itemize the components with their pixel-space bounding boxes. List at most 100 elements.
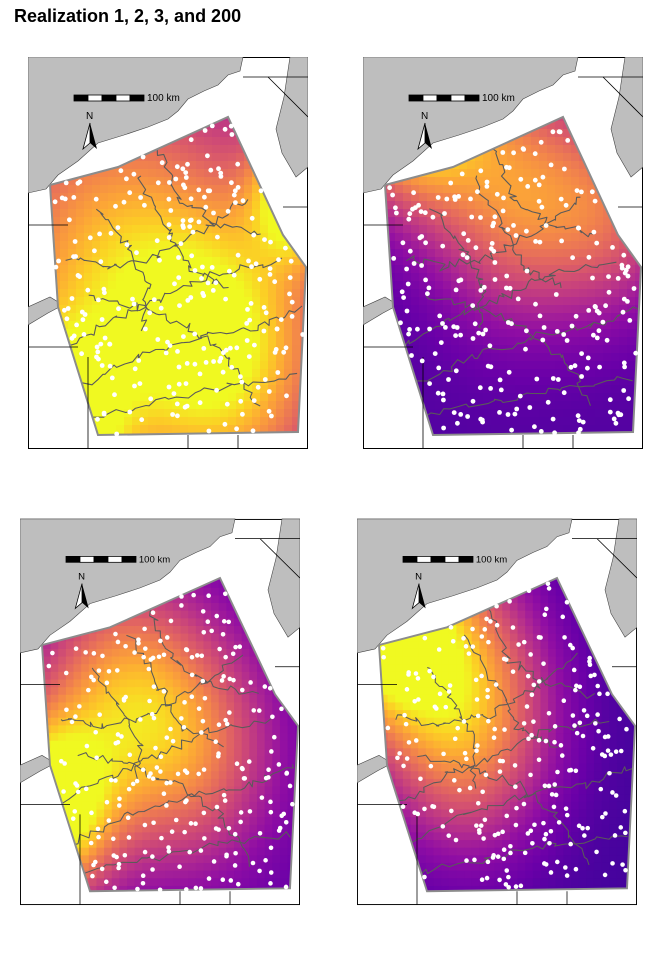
raster-cell	[451, 377, 460, 386]
survey-point	[564, 338, 570, 343]
raster-cell	[587, 337, 596, 346]
survey-point	[492, 214, 498, 220]
raster-cell	[195, 702, 204, 711]
raster-cell	[555, 257, 564, 266]
survey-point	[200, 264, 205, 270]
raster-cell	[236, 425, 245, 434]
raster-cell	[124, 313, 133, 322]
raster-cell	[483, 169, 492, 178]
survey-point	[607, 397, 613, 403]
raster-cell	[127, 641, 136, 650]
contour-line	[95, 208, 152, 332]
north-arrow-half	[417, 122, 426, 151]
raster-cell	[403, 185, 412, 194]
raster-cell	[108, 209, 117, 218]
raster-cell	[284, 241, 293, 250]
raster-cell	[419, 337, 428, 346]
raster-cell	[42, 664, 52, 673]
raster-cell	[180, 161, 189, 170]
raster-cell	[292, 329, 301, 338]
raster-cell	[603, 225, 612, 234]
raster-cell	[241, 710, 250, 719]
raster-cell	[403, 177, 412, 186]
survey-point	[107, 341, 112, 347]
survey-point	[465, 414, 470, 419]
map-panel-realization-3: 100 km N	[20, 516, 300, 908]
raster-cell	[165, 656, 174, 665]
survey-point	[473, 245, 479, 251]
raster-cell	[547, 281, 556, 290]
raster-cell	[111, 717, 120, 726]
survey-point	[233, 200, 238, 206]
raster-cell	[475, 153, 484, 162]
survey-point	[188, 295, 194, 300]
survey-point	[188, 196, 194, 202]
raster-cell	[52, 241, 61, 250]
raster-cell	[211, 587, 220, 596]
raster-cell	[96, 641, 105, 650]
raster-cell	[196, 353, 205, 362]
raster-cell	[111, 656, 120, 665]
raster-cell	[196, 137, 205, 146]
raster-cell	[165, 648, 174, 658]
raster-cell	[157, 603, 166, 612]
raster-cell	[292, 313, 301, 322]
survey-point	[263, 310, 269, 316]
raster-cell	[100, 249, 109, 258]
raster-cell	[603, 233, 612, 242]
raster-cell	[515, 377, 524, 386]
raster-cell	[92, 209, 101, 218]
raster-cell	[292, 265, 301, 274]
raster-cell	[443, 337, 452, 346]
raster-cell	[419, 289, 428, 298]
raster-cell	[92, 265, 101, 274]
raster-cell	[92, 289, 101, 298]
survey-point	[579, 351, 584, 356]
raster-cell	[212, 169, 221, 178]
survey-point	[238, 398, 244, 404]
survey-point	[154, 238, 160, 244]
raster-cell	[234, 664, 243, 673]
survey-point	[245, 307, 250, 312]
raster-cell	[491, 369, 500, 378]
raster-cell	[142, 679, 151, 688]
raster-cell	[571, 193, 580, 202]
raster-cell	[627, 369, 636, 378]
raster-cell	[211, 648, 220, 658]
raster-cell	[50, 702, 59, 711]
raster-cell	[149, 671, 159, 680]
raster-cell	[180, 610, 189, 619]
raster-cell	[483, 417, 492, 426]
raster-cell	[499, 153, 508, 162]
survey-point	[553, 292, 559, 297]
raster-cell	[172, 664, 182, 673]
raster-cell	[156, 145, 165, 154]
raster-cell	[220, 353, 229, 362]
raster-cell	[483, 329, 492, 338]
raster-cell	[195, 656, 204, 665]
raster-cell	[435, 401, 444, 410]
survey-point	[115, 225, 121, 231]
survey-point	[491, 248, 497, 254]
raster-cell	[252, 401, 261, 410]
contour-line	[65, 199, 249, 270]
survey-point	[289, 314, 295, 319]
raster-cell	[579, 305, 588, 314]
survey-point	[275, 370, 281, 375]
raster-cell	[603, 281, 612, 290]
raster-cell	[100, 225, 109, 234]
raster-cell	[531, 137, 540, 146]
raster-cell	[539, 281, 548, 290]
raster-cell	[196, 305, 205, 314]
survey-point	[178, 241, 184, 247]
raster-cell	[395, 265, 404, 274]
raster-cell	[571, 393, 580, 402]
raster-cell	[234, 648, 243, 658]
raster-cell	[459, 337, 468, 346]
raster-cell	[499, 233, 508, 242]
raster-cell	[276, 241, 285, 250]
survey-point	[267, 272, 273, 277]
raster-cell	[76, 241, 85, 250]
raster-cell	[50, 694, 59, 703]
raster-cell	[140, 401, 149, 410]
